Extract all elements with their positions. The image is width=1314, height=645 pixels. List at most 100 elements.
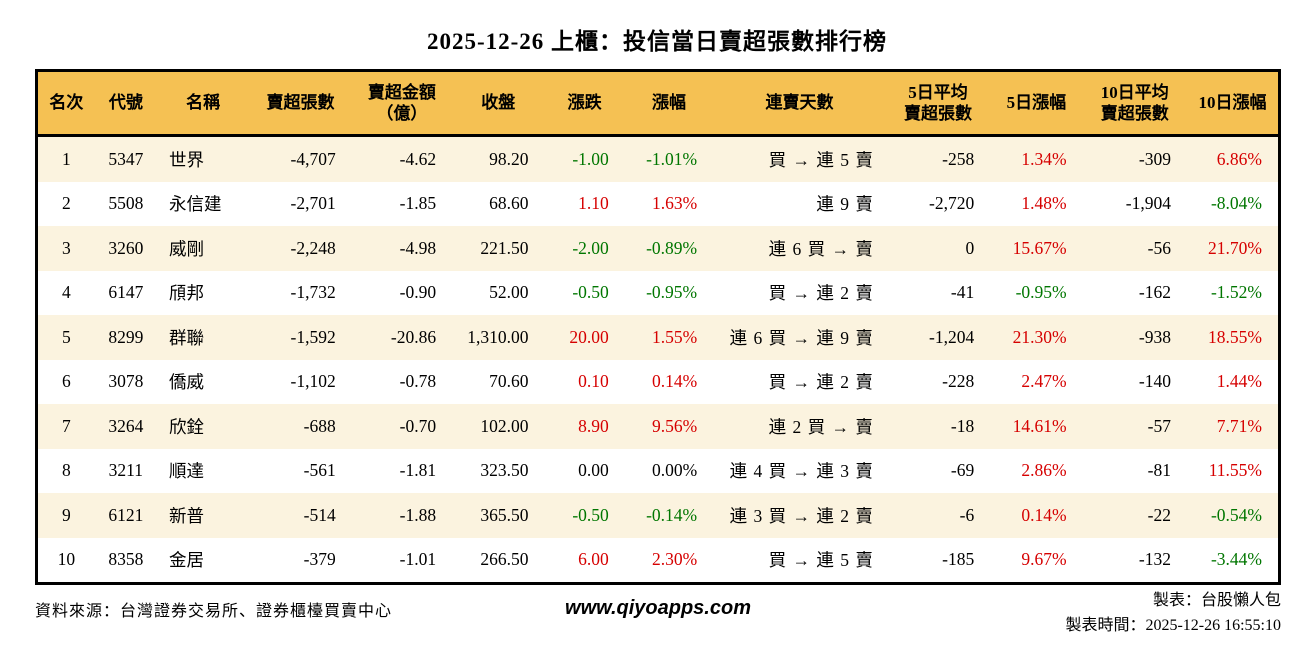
- cell-10day-change-pct: 11.55%: [1208, 460, 1262, 481]
- cell-sell-streak: 連 3 買 → 連 2 賣: [729, 505, 874, 526]
- cell-sell-amount: -1.81: [399, 460, 437, 481]
- cell-sell-volume: -4,707: [290, 148, 336, 169]
- cell-price-change-pct: -0.95%: [646, 282, 698, 303]
- cell-price-change: 20.00: [569, 326, 609, 347]
- table-row: 7 3264 欣銓 -688 -0.70 102.00 8.90 9.56% 連…: [36, 404, 1280, 449]
- cell-avg10-sell-volume: -938: [1138, 326, 1171, 347]
- cell-close-price: 1,310.00: [467, 326, 529, 347]
- cell-sell-amount: -1.01: [399, 549, 437, 570]
- cell-sell-streak: 連 6 買 → 連 9 賣: [729, 327, 874, 348]
- website-url: www.qiyoapps.com: [565, 597, 751, 619]
- cell-avg10-sell-volume: -1,904: [1125, 193, 1171, 214]
- cell-avg5-sell-volume: -69: [950, 460, 975, 481]
- table-header-row: 名次 代號 名稱 賣超張數 賣超金額 （億） 收盤 漲跌 漲幅 連賣天數 5日平…: [36, 70, 1280, 137]
- cell-avg5-sell-volume: -228: [942, 371, 975, 392]
- cell-avg5-sell-volume: -6: [959, 504, 975, 525]
- cell-10day-change-pct: -1.52%: [1210, 282, 1262, 303]
- cell-avg10-sell-volume: -309: [1138, 148, 1171, 169]
- col-header-sell-volume: 賣超張數: [249, 70, 352, 137]
- table-row: 10 8358 金居 -379 -1.01 266.50 6.00 2.30% …: [36, 537, 1280, 584]
- cell-rank: 4: [61, 282, 71, 303]
- cell-avg5-sell-volume: -41: [950, 282, 975, 303]
- cell-price-change: 1.10: [578, 193, 609, 214]
- cell-stock-name: 金居: [168, 550, 204, 571]
- table-row: 4 6147 頎邦 -1,732 -0.90 52.00 -0.50 -0.95…: [36, 270, 1280, 315]
- report-footer: 資料來源：台灣證券交易所、證券櫃檯買賣中心 www.qiyoapps.com 製…: [35, 587, 1281, 645]
- cell-price-change-pct: 1.55%: [651, 326, 698, 347]
- cell-stock-name: 頎邦: [168, 283, 204, 304]
- cell-5day-change-pct: -0.95%: [1015, 282, 1067, 303]
- col-header-rank: 名次: [36, 70, 95, 137]
- cell-stock-code: 8358: [108, 549, 144, 570]
- col-header-name: 名稱: [156, 70, 250, 137]
- cell-stock-code: 3264: [108, 415, 144, 436]
- cell-stock-name: 威剛: [168, 238, 204, 259]
- cell-price-change: 8.90: [578, 415, 609, 436]
- report-title: 2025-12-26 上櫃：投信當日賣超張數排行榜: [426, 29, 888, 54]
- table-row: 6 3078 僑威 -1,102 -0.78 70.60 0.10 0.14% …: [36, 359, 1280, 404]
- cell-avg10-sell-volume: -140: [1138, 371, 1171, 392]
- cell-10day-change-pct: 21.70%: [1208, 237, 1262, 258]
- col-header-sell-amount: 賣超金額 （億）: [351, 70, 453, 137]
- cell-sell-volume: -561: [303, 460, 336, 481]
- cell-rank: 9: [61, 504, 71, 525]
- cell-sell-amount: -1.85: [399, 193, 437, 214]
- cell-avg5-sell-volume: -2,720: [929, 193, 975, 214]
- cell-stock-name: 新普: [168, 505, 204, 526]
- cell-price-change-pct: 2.30%: [651, 549, 698, 570]
- cell-price-change-pct: 0.00%: [651, 460, 698, 481]
- cell-price-change: -0.50: [572, 282, 609, 303]
- cell-close-price: 52.00: [489, 282, 529, 303]
- cell-price-change-pct: -0.89%: [646, 237, 698, 258]
- cell-10day-change-pct: 1.44%: [1216, 371, 1262, 392]
- table-row: 2 5508 永信建 -2,701 -1.85 68.60 1.10 1.63%…: [36, 181, 1280, 226]
- col-header-change-pct: 漲幅: [624, 70, 714, 137]
- cell-price-change: 0.10: [578, 371, 609, 392]
- cell-sell-streak: 連 4 買 → 連 3 賣: [729, 461, 874, 482]
- cell-avg10-sell-volume: -132: [1138, 549, 1171, 570]
- cell-10day-change-pct: -8.04%: [1210, 193, 1262, 214]
- cell-sell-volume: -2,701: [290, 193, 336, 214]
- cell-avg5-sell-volume: -1,204: [929, 326, 975, 347]
- cell-price-change: -0.50: [572, 504, 609, 525]
- cell-stock-code: 3078: [108, 371, 144, 392]
- col-header-close: 收盤: [452, 70, 545, 137]
- cell-rank: 2: [61, 193, 71, 214]
- cell-sell-amount: -1.88: [399, 504, 437, 525]
- cell-sell-volume: -1,732: [290, 282, 336, 303]
- cell-5day-change-pct: 21.30%: [1012, 326, 1067, 347]
- cell-stock-name: 世界: [168, 149, 204, 170]
- cell-sell-amount: -0.90: [399, 282, 437, 303]
- cell-5day-change-pct: 9.67%: [1021, 549, 1067, 570]
- cell-close-price: 365.50: [480, 504, 529, 525]
- cell-avg10-sell-volume: -57: [1147, 415, 1171, 436]
- cell-rank: 10: [57, 549, 76, 570]
- cell-10day-change-pct: 7.71%: [1216, 415, 1262, 436]
- col-header-avg5: 5日平均 賣超張數: [885, 70, 991, 137]
- cell-price-change-pct: 1.63%: [651, 193, 698, 214]
- cell-5day-change-pct: 2.47%: [1021, 371, 1067, 392]
- cell-sell-volume: -2,248: [290, 237, 336, 258]
- cell-stock-code: 5508: [108, 193, 144, 214]
- cell-sell-amount: -20.86: [390, 326, 437, 347]
- cell-sell-streak: 連 2 買 → 賣: [768, 416, 874, 437]
- cell-stock-name: 順達: [168, 461, 204, 482]
- cell-price-change-pct: 0.14%: [651, 371, 698, 392]
- credit-block: 製表：台股懶人包 製表時間：2025-12-26 16:55:10: [1065, 588, 1281, 638]
- cell-sell-amount: -0.70: [399, 415, 437, 436]
- cell-sell-amount: -4.62: [399, 148, 437, 169]
- col-header-change: 漲跌: [544, 70, 625, 137]
- ranking-table: 名次 代號 名稱 賣超張數 賣超金額 （億） 收盤 漲跌 漲幅 連賣天數 5日平…: [35, 69, 1281, 585]
- cell-stock-name: 永信建: [168, 194, 222, 215]
- credit-author: 製表：台股懶人包: [1152, 592, 1281, 609]
- cell-avg5-sell-volume: -185: [942, 549, 975, 570]
- cell-sell-volume: -1,102: [290, 371, 336, 392]
- cell-sell-volume: -514: [303, 504, 336, 525]
- cell-price-change-pct: 9.56%: [651, 415, 698, 436]
- cell-avg5-sell-volume: -258: [942, 148, 975, 169]
- cell-sell-amount: -4.98: [399, 237, 437, 258]
- col-header-chg10: 10日漲幅: [1187, 70, 1280, 137]
- cell-avg10-sell-volume: -162: [1138, 282, 1171, 303]
- cell-price-change: -1.00: [572, 148, 609, 169]
